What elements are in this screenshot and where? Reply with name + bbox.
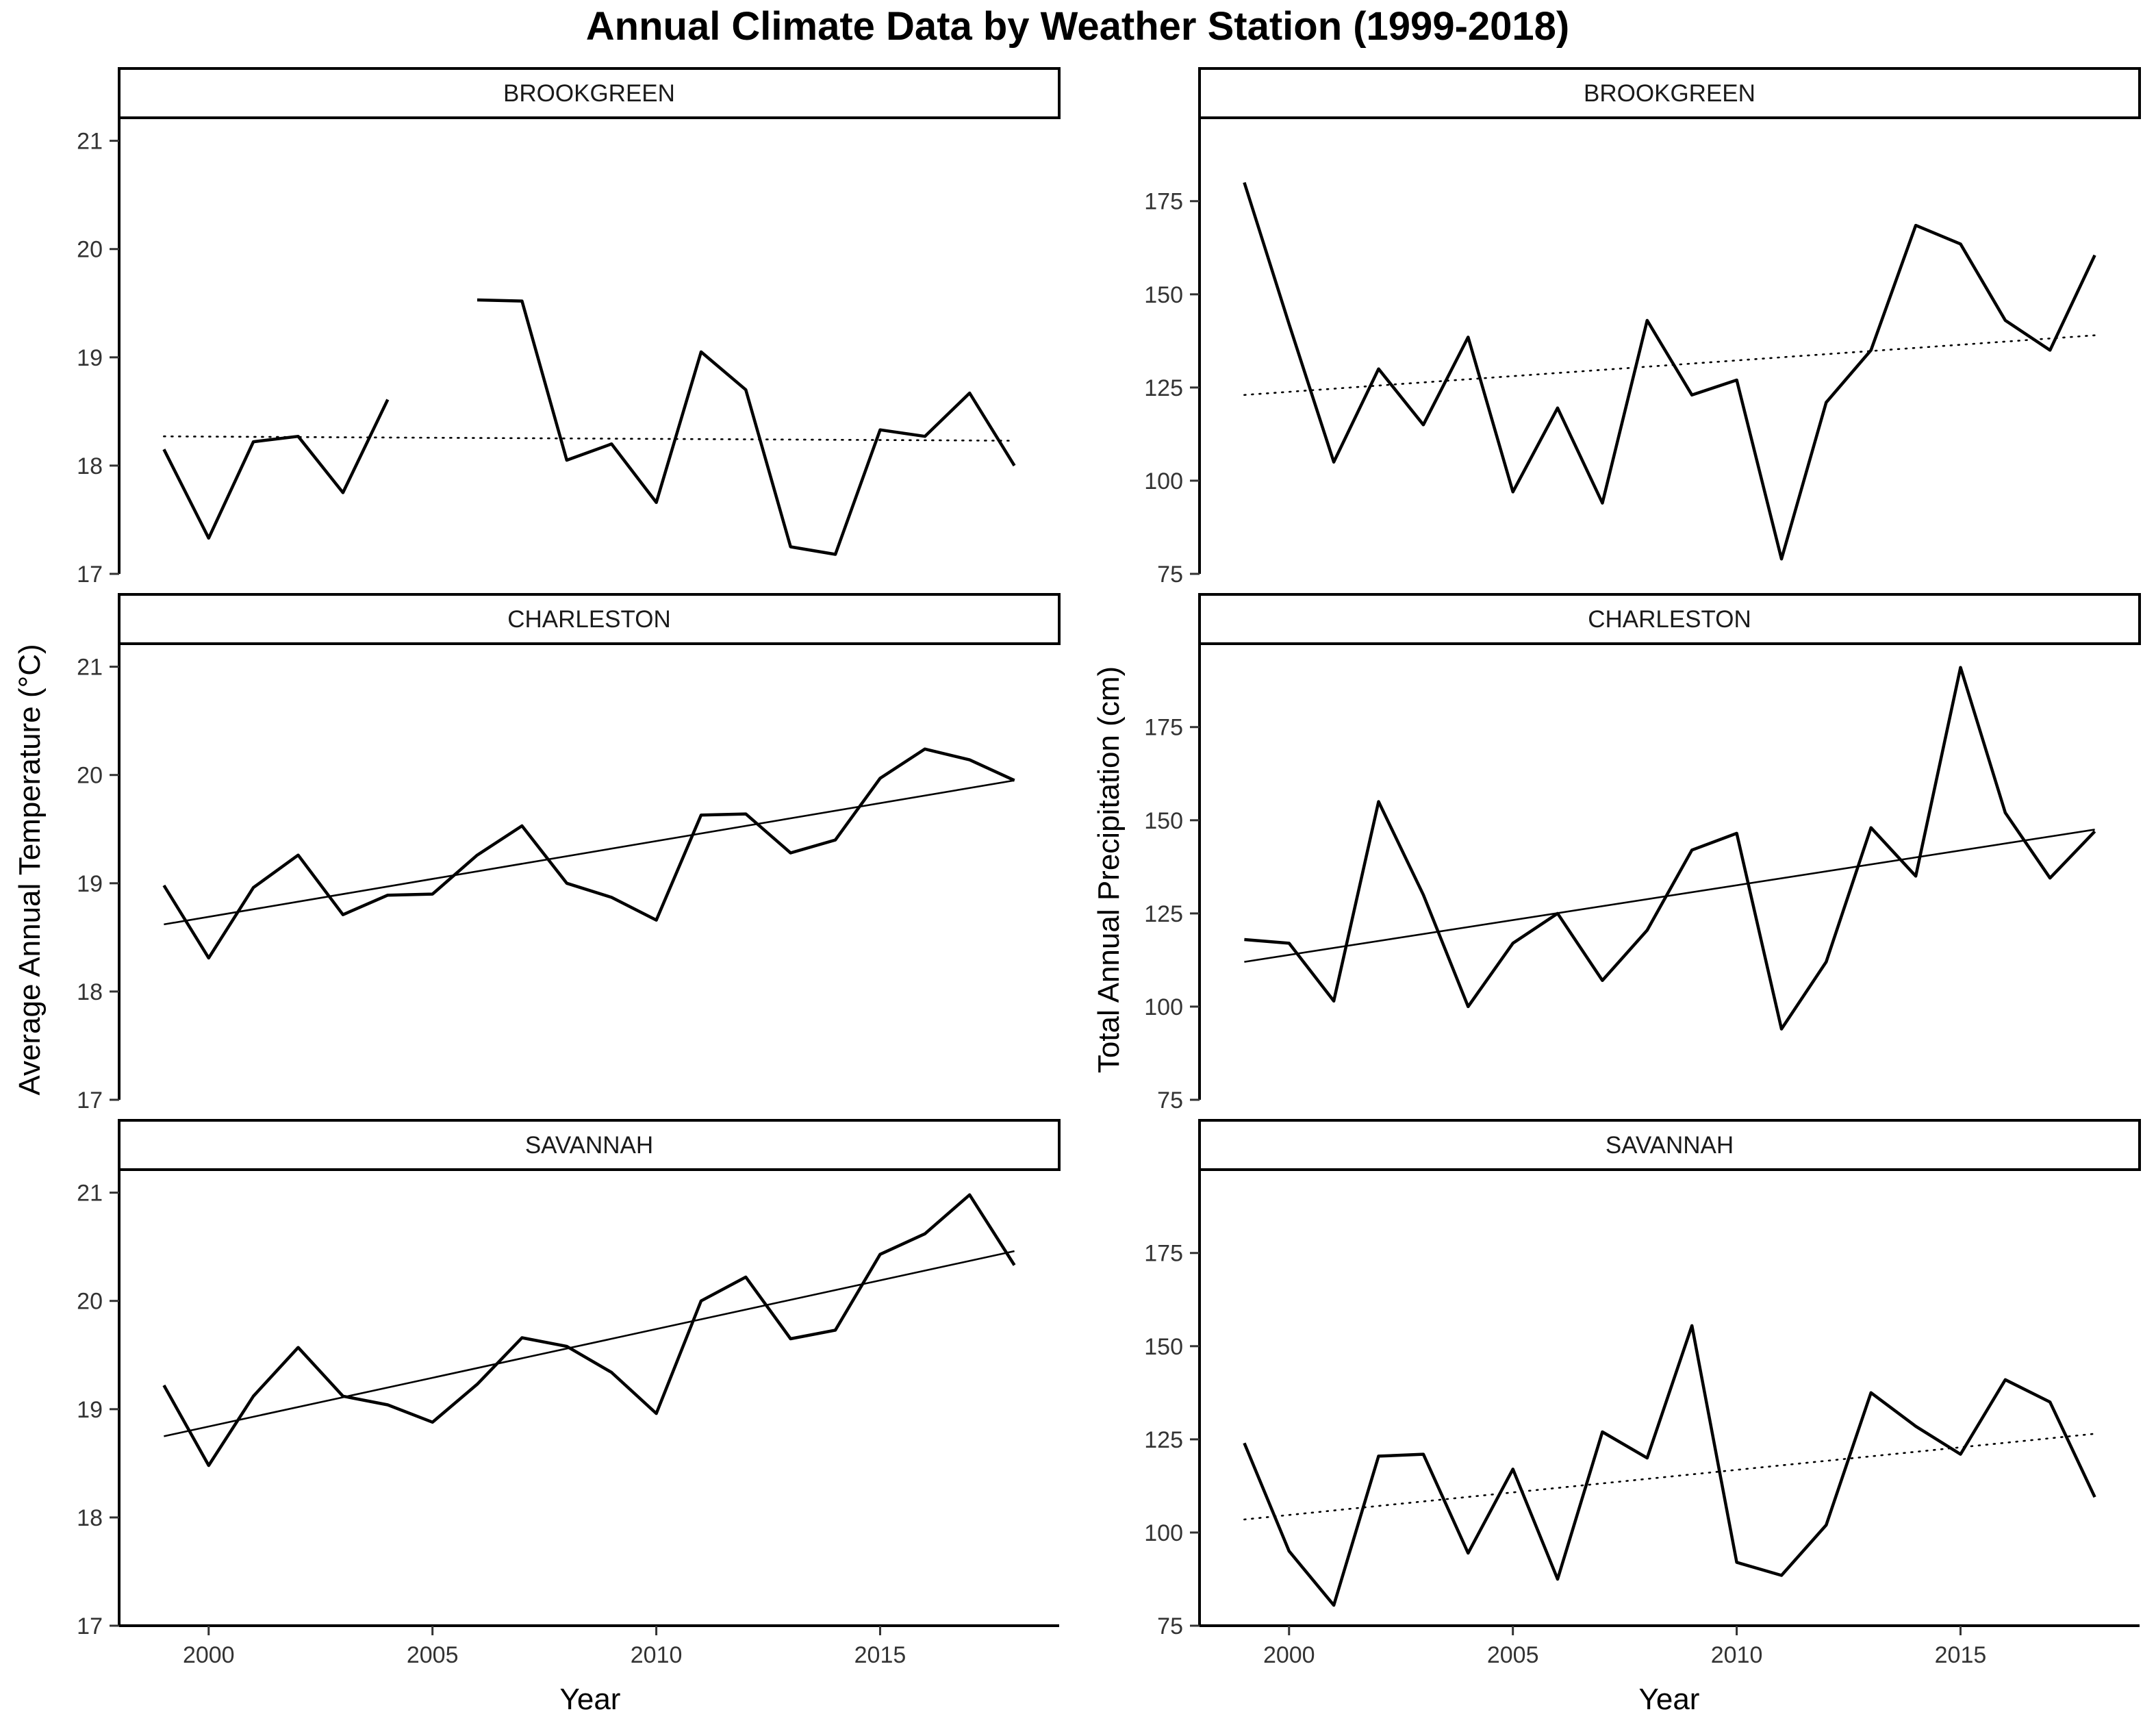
- strip-header-label: SAVANNAH: [525, 1132, 653, 1159]
- series-line-temperature: [162, 747, 1015, 960]
- strip-header-box: [118, 593, 1061, 645]
- y-tick-label: 20: [77, 1289, 103, 1315]
- x-tick-label: 2005: [407, 1642, 459, 1668]
- y-tick-label: 100: [1144, 468, 1183, 494]
- y-tick-label: 19: [77, 345, 103, 371]
- x-tick-label: 2010: [1711, 1642, 1763, 1668]
- trend-line: [1244, 829, 2095, 963]
- y-tick-label: 21: [77, 655, 103, 681]
- chart-title: Annual Climate Data by Weather Station (…: [586, 4, 1569, 49]
- x-tick-label: 2000: [1263, 1642, 1315, 1668]
- y-tick-label: 150: [1144, 282, 1183, 308]
- strip-header-label: CHARLESTON: [507, 606, 671, 633]
- strip-header-box: [118, 67, 1061, 119]
- x-tick-label: 2005: [1487, 1642, 1539, 1668]
- y-tick-label: 19: [77, 1397, 103, 1423]
- panel-precipitation-charleston: CHARLESTON 75 100 125 150 175: [1144, 593, 2141, 1113]
- strip-header-label: BROOKGREEN: [503, 80, 675, 107]
- x-tick-label: 2015: [1935, 1642, 1987, 1668]
- trend-line: [1243, 1433, 2096, 1521]
- y-tick-label: 125: [1144, 1427, 1183, 1453]
- y-tick-label: 150: [1144, 808, 1183, 834]
- series-line-precipitation: [1244, 666, 2096, 1031]
- strip-header-label: SAVANNAH: [1606, 1132, 1734, 1159]
- y-tick-label: 17: [77, 1613, 103, 1639]
- y-tick-label: 175: [1144, 1241, 1183, 1267]
- y-axis-title-temperature: Average Annual Temperature (°C): [13, 644, 47, 1095]
- y-tick-label: 125: [1144, 901, 1183, 927]
- y-tick-label: 100: [1144, 994, 1183, 1020]
- strip-header-label: CHARLESTON: [1588, 606, 1751, 633]
- strip-header-box: [1198, 1119, 2141, 1171]
- series-line-precipitation: [1243, 181, 2096, 561]
- y-tick-label: 18: [77, 979, 103, 1005]
- strip-header-box: [1198, 67, 2141, 119]
- y-tick-label: 75: [1157, 1087, 1183, 1113]
- series-line-temperature: [162, 1193, 1016, 1468]
- x-axis-title-left: Year: [560, 1683, 621, 1716]
- trend-line: [164, 1250, 1015, 1437]
- y-tick-label: 18: [77, 1505, 103, 1531]
- trend-line: [163, 435, 1015, 442]
- y-tick-label: 75: [1157, 562, 1183, 588]
- series-line-precipitation: [1243, 1324, 2096, 1607]
- strip-header-label: BROOKGREEN: [1584, 80, 1755, 107]
- y-tick-label: 20: [77, 237, 103, 263]
- x-tick-label: 2015: [854, 1642, 906, 1668]
- panel-temperature-charleston: CHARLESTON 17 18 19 20 21: [77, 593, 1061, 1113]
- y-tick-label: 17: [77, 562, 103, 588]
- y-tick-label: 21: [77, 129, 103, 155]
- y-tick-label: 125: [1144, 375, 1183, 401]
- panel-precipitation-savannah: SAVANNAH 75 100 125 150 175 2000 2005 2010 2015: [1144, 1119, 2141, 1668]
- panel-precipitation-brookgreen: BROOKGREEN 75 100 125 150 175: [1144, 67, 2141, 588]
- y-tick-label: 18: [77, 453, 103, 479]
- panels-layer: BROOKGREEN 17 18 19 20 21 CHARLESTON 17 18 19 20 21…: [77, 67, 2141, 1668]
- y-tick-label: 75: [1157, 1613, 1183, 1639]
- panel-temperature-brookgreen: BROOKGREEN 17 18 19 20 21: [77, 67, 1061, 588]
- y-tick-label: 175: [1144, 189, 1183, 215]
- x-tick-label: 2000: [183, 1642, 235, 1668]
- x-axis-title-right: Year: [1639, 1683, 1700, 1716]
- y-tick-label: 100: [1144, 1520, 1183, 1546]
- y-tick-label: 20: [77, 763, 103, 789]
- y-tick-label: 150: [1144, 1334, 1183, 1360]
- series-line-temperature: [162, 298, 1016, 556]
- strip-header-box: [118, 1119, 1061, 1171]
- y-axis-title-precipitation: Total Annual Precipitation (cm): [1092, 666, 1126, 1073]
- x-tick-label: 2010: [631, 1642, 683, 1668]
- y-tick-label: 21: [77, 1181, 103, 1207]
- y-tick-label: 19: [77, 871, 103, 897]
- strip-header-box: [1198, 593, 2141, 645]
- y-tick-label: 17: [77, 1087, 103, 1113]
- panel-temperature-savannah: SAVANNAH 17 18 19 20 21 2000 2005 2010 2015: [77, 1119, 1061, 1668]
- y-tick-label: 175: [1144, 715, 1183, 741]
- trend-line: [164, 779, 1015, 926]
